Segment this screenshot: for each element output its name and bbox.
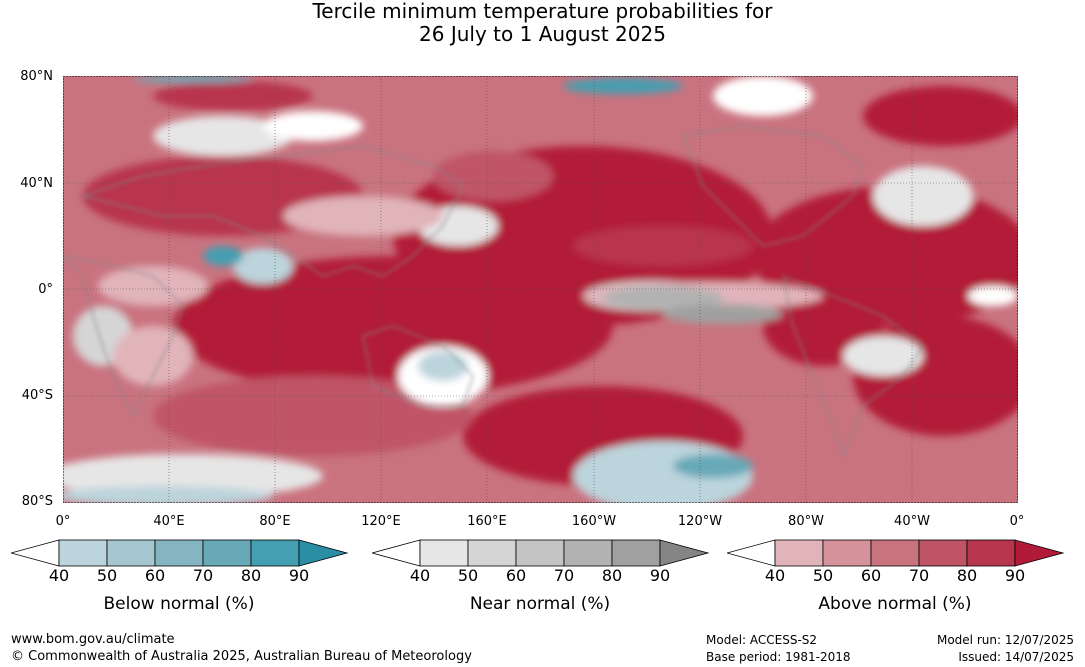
colorbar-min-extend (727, 539, 776, 567)
tick-label: 80 (240, 566, 262, 585)
colorbar-swatch (202, 539, 252, 567)
lon-label-120w: 120°W (677, 514, 723, 529)
colorbar-above-swatches (727, 539, 1065, 567)
colorbar-min-extend (11, 539, 60, 567)
colorbar-min-extend (372, 539, 421, 567)
title-line-1: Tercile minimum temperature probabilitie… (312, 0, 773, 23)
colorbar-above-label: Above normal (%) (818, 594, 972, 614)
colorbar-near-label: Near normal (%) (469, 594, 611, 614)
tick-label: 90 (288, 566, 310, 585)
colorbar-swatch (419, 539, 469, 567)
lon-label-80w: 80°W (788, 514, 824, 529)
colorbar-swatch (822, 539, 872, 567)
colorbar-swatch (611, 539, 661, 567)
lon-label-160e: 160°E (467, 514, 507, 529)
colorbar-max-extend (298, 539, 349, 567)
colorbar-below-swatches (11, 539, 349, 567)
colorbar-swatch (563, 539, 613, 567)
tick-label: 70 (908, 566, 930, 585)
tick-label: 70 (192, 566, 214, 585)
colorbar-swatch (106, 539, 156, 567)
model-run-text: Model run: 12/07/2025 (936, 633, 1074, 647)
colorbar-above (727, 538, 1065, 568)
colorbar-max-extend (659, 539, 710, 567)
tick-label: 50 (96, 566, 118, 585)
footer-model: Model: ACCESS-S2 Base period: 1981-2018 (706, 632, 851, 666)
map-title: Tercile minimum temperature probabilitie… (0, 0, 1085, 46)
lat-label-equator: 0° (38, 282, 53, 297)
tick-label: 80 (601, 566, 623, 585)
footer-dates: Model run: 12/07/2025 Issued: 14/07/2025 (937, 632, 1074, 666)
colorbar-max-extend (1014, 539, 1065, 567)
colorbar-swatch (515, 539, 565, 567)
tick-label: 60 (860, 566, 882, 585)
model-text: Model: ACCESS-S2 (706, 633, 818, 647)
tick-label: 80 (956, 566, 978, 585)
lat-label-40s: 40°S (21, 388, 53, 403)
lon-label-40w: 40°W (894, 514, 930, 529)
lon-label-40e: 40°E (153, 514, 185, 529)
tick-label: 60 (144, 566, 166, 585)
lat-label-40n: 40°N (20, 176, 53, 191)
lon-label-0w: 0° (1009, 514, 1025, 529)
tick-label: 90 (1004, 566, 1026, 585)
colorbar-swatch (467, 539, 517, 567)
lon-label-0e: 0° (55, 514, 71, 529)
tick-label: 40 (409, 566, 431, 585)
colorbar-swatch (154, 539, 204, 567)
tick-label: 50 (812, 566, 834, 585)
copyright-text: © Commonwealth of Australia 2025, Austra… (11, 649, 472, 664)
tick-label: 70 (553, 566, 575, 585)
colorbar-swatch (774, 539, 824, 567)
tick-label: 40 (764, 566, 786, 585)
website-text: www.bom.gov.au/climate (11, 632, 175, 647)
colorbar-swatch (870, 539, 920, 567)
colorbar-swatch (250, 539, 300, 567)
colorbar-near-swatches (372, 539, 710, 567)
colorbar-near (372, 538, 710, 568)
graticule (63, 76, 1018, 503)
tick-label: 40 (48, 566, 70, 585)
probability-map (63, 76, 1018, 503)
map-canvas (63, 76, 1018, 503)
footer-left: www.bom.gov.au/climate © Commonwealth of… (11, 631, 472, 665)
colorbar-below (11, 538, 349, 568)
lat-label-80n: 80°N (20, 69, 53, 84)
colorbar-swatch (58, 539, 108, 567)
colorbar-swatch (918, 539, 968, 567)
tick-label: 60 (505, 566, 527, 585)
lon-label-160w: 160°W (571, 514, 617, 529)
base-period-text: Base period: 1981-2018 (706, 650, 851, 664)
colorbar-swatch (966, 539, 1016, 567)
issued-text: Issued: 14/07/2025 (958, 650, 1074, 664)
lon-label-80e: 80°E (259, 514, 291, 529)
tick-label: 90 (649, 566, 671, 585)
tick-label: 50 (457, 566, 479, 585)
colorbar-below-label: Below normal (%) (103, 594, 255, 614)
lon-label-120e: 120°E (361, 514, 401, 529)
lat-label-80s: 80°S (21, 494, 53, 509)
title-line-2: 26 July to 1 August 2025 (419, 22, 666, 46)
